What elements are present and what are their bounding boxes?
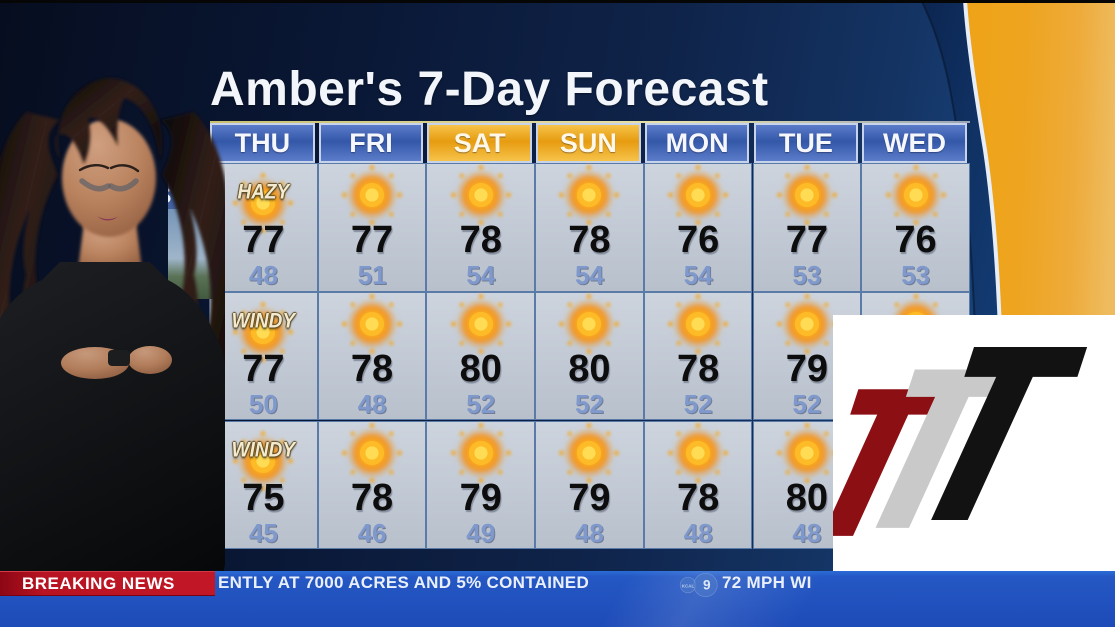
svg-text:KCAL: KCAL [682,584,695,589]
svg-text:9: 9 [703,578,711,593]
